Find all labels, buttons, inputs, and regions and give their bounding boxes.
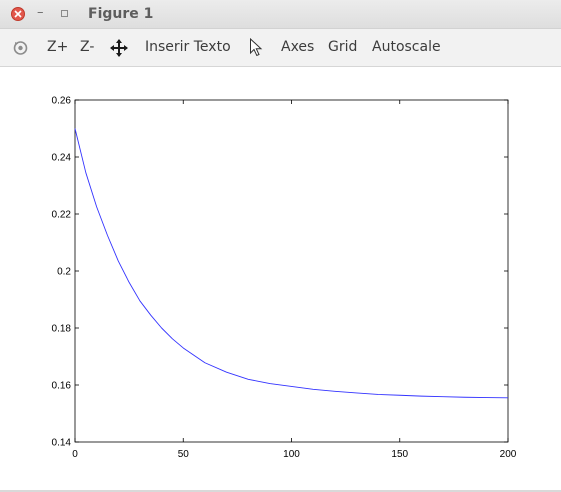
zoom-out-button[interactable]: Z- xyxy=(80,39,94,55)
plot-area: 0 50 100 150 200 0.14 0.16 0.18 0.2 0.22 0.24 0.26 xyxy=(0,67,561,490)
grid-button[interactable]: Grid xyxy=(328,39,357,55)
maximize-icon[interactable] xyxy=(61,10,68,17)
minimize-icon[interactable]: – xyxy=(37,5,44,20)
x-tick-label: 50 xyxy=(178,449,190,460)
title-bar: – Figure 1 xyxy=(0,0,561,29)
insert-text-button[interactable]: Inserir Texto xyxy=(145,39,231,55)
autoscale-button[interactable]: Autoscale xyxy=(372,39,441,55)
x-tick-label: 200 xyxy=(500,449,517,460)
y-tick-label: 0.24 xyxy=(52,153,72,164)
pan-arrows-icon[interactable] xyxy=(110,39,128,57)
pointer-icon[interactable] xyxy=(249,38,263,57)
y-tick-label: 0.16 xyxy=(52,381,72,392)
line-chart: 0 50 100 150 200 0.14 0.16 0.18 0.2 0.22 0.24 0.26 xyxy=(0,67,561,490)
plot-frame xyxy=(75,100,508,442)
y-tick-label: 0.22 xyxy=(52,210,72,221)
y-tick-label: 0.14 xyxy=(52,438,72,449)
x-tick-label: 150 xyxy=(391,449,408,460)
x-tick-label: 0 xyxy=(72,449,78,460)
figure-toolbar: Z+ Z- Inserir Texto Axes Grid Autoscale xyxy=(0,29,561,67)
close-icon[interactable] xyxy=(11,7,25,21)
axes-button[interactable]: Axes xyxy=(281,39,314,55)
rotate-icon[interactable] xyxy=(12,39,29,56)
window-title: Figure 1 xyxy=(88,6,153,22)
y-tick-label: 0.2 xyxy=(57,267,71,278)
x-tick-label: 100 xyxy=(283,449,300,460)
y-tick-label: 0.18 xyxy=(52,324,72,335)
y-tick-label: 0.26 xyxy=(52,96,72,107)
zoom-in-button[interactable]: Z+ xyxy=(47,39,68,55)
